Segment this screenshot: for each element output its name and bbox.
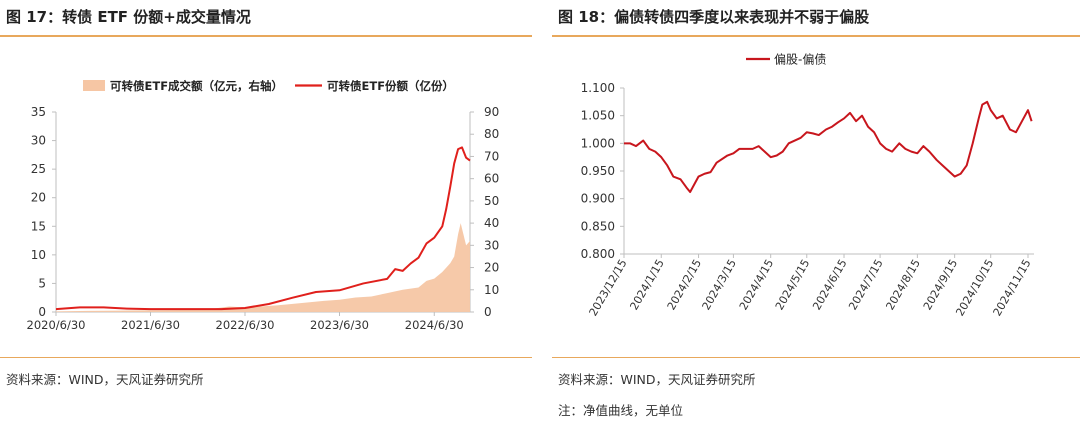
y-left-tick-label: 0 — [38, 305, 46, 319]
etf-share-line — [55, 146, 471, 311]
x-tick-label: 2024/6/15 — [810, 257, 849, 312]
y-right-tick-label: 30 — [484, 238, 499, 252]
x-tick-label: 2021/6/30 — [121, 318, 180, 332]
y-left-tick-label: 5 — [38, 276, 46, 290]
x-tick-label: 2024/10/15 — [953, 257, 996, 318]
y-tick-label: 1.000 — [581, 136, 615, 150]
x-tick-label: 2024/5/15 — [773, 257, 812, 312]
legend-swatch-volume — [83, 80, 105, 91]
title-divider — [552, 35, 1080, 37]
x-tick-label: 2020/6/30 — [27, 318, 86, 332]
source-text: 资料来源：WIND，天风证券研究所 — [558, 372, 756, 387]
legend-label-shares: 可转债ETF份额（亿份） — [327, 79, 454, 93]
equity-minus-bond-line — [624, 100, 1033, 194]
x-tick-label: 2024/3/15 — [700, 257, 739, 312]
footer-divider — [552, 357, 1080, 358]
figure-18-title: 图 18：偏债转债四季度以来表现并不弱于偏股 — [558, 8, 870, 26]
x-tick-label: 2024/8/15 — [884, 257, 923, 312]
x-tick-label: 2024/2/15 — [665, 257, 704, 312]
footer-divider — [0, 357, 532, 358]
volume-area — [56, 223, 470, 312]
x-tick-label: 2023/12/15 — [587, 257, 630, 318]
legend-label: 偏股-偏债 — [774, 52, 826, 67]
x-tick-label: 2023/6/30 — [310, 318, 369, 332]
y-left-tick-label: 30 — [31, 134, 46, 148]
note-text: 注：净值曲线，无单位 — [558, 403, 684, 418]
y-right-tick-label: 60 — [484, 172, 499, 186]
right-figure-panel: 图 18：偏债转债四季度以来表现并不弱于偏股 0.800 0.850 0.900 0.… — [552, 0, 1080, 423]
y-tick-label: 0.950 — [581, 164, 615, 178]
title-divider — [0, 35, 532, 37]
y-left-tick-label: 25 — [31, 162, 46, 176]
legend: 偏股-偏债 — [746, 52, 826, 67]
y-left-tick-label: 15 — [31, 219, 46, 233]
legend: 可转债ETF成交额（亿元，右轴） 可转债ETF份额（亿份） — [83, 79, 454, 93]
y-tick-label: 0.800 — [581, 247, 615, 261]
figure-17-title: 图 17：转债 ETF 份额+成交量情况 — [6, 8, 251, 26]
y-left-tick-label: 35 — [31, 105, 46, 119]
equity-minus-bond-chart: 0.800 0.850 0.900 0.950 1.000 1.050 1.100 2023/… — [581, 52, 1034, 318]
x-tick-label: 2024/7/15 — [846, 257, 885, 312]
y-tick-label: 0.850 — [581, 219, 615, 233]
y-right-tick-label: 40 — [484, 216, 499, 230]
y-tick-label: 1.050 — [581, 109, 615, 123]
x-tick-label: 2022/6/30 — [216, 318, 275, 332]
x-tick-label: 2024/11/15 — [991, 257, 1034, 318]
y-left-tick-label: 20 — [31, 191, 46, 205]
source-text: 资料来源：WIND，天风证券研究所 — [6, 372, 204, 387]
x-tick-label: 2024/9/15 — [921, 257, 960, 312]
legend-label-volume: 可转债ETF成交额（亿元，右轴） — [110, 79, 283, 93]
y-right-tick-label: 0 — [484, 305, 492, 319]
x-tick-label: 2024/1/15 — [627, 257, 666, 312]
y-right-tick-label: 70 — [484, 149, 499, 163]
left-figure-panel: 图 17：转债 ETF 份额+成交量情况 0 5 10 15 20 25 30 35 0 10 20… — [0, 0, 532, 423]
etf-share-volume-chart: 0 5 10 15 20 25 30 35 0 10 20 30 40 50 60 70 80 90 2020/6/… — [27, 79, 500, 332]
y-right-tick-label: 90 — [484, 105, 499, 119]
y-right-tick-label: 20 — [484, 261, 499, 275]
y-right-tick-label: 10 — [484, 283, 499, 297]
y-right-tick-label: 80 — [484, 127, 499, 141]
y-tick-label: 1.100 — [581, 81, 615, 95]
y-tick-label: 0.900 — [581, 192, 615, 206]
x-tick-label: 2024/4/15 — [737, 257, 776, 312]
x-tick-label: 2024/6/30 — [405, 318, 464, 332]
y-right-tick-label: 50 — [484, 194, 499, 208]
y-left-tick-label: 10 — [31, 248, 46, 262]
